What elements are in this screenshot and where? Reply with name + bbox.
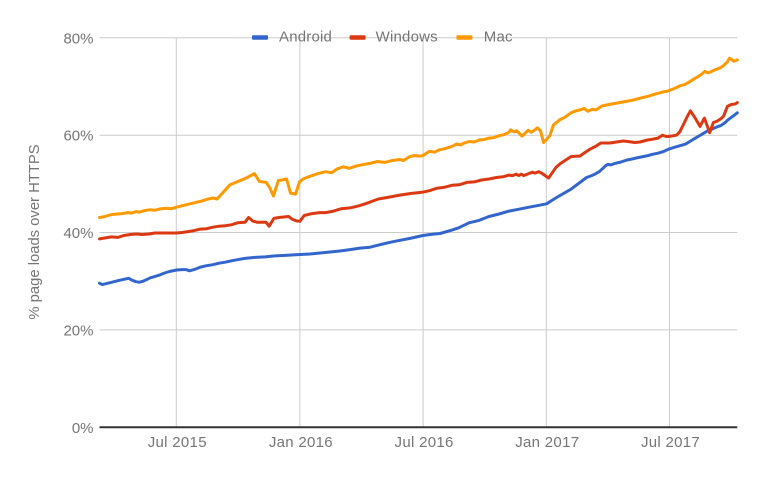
svg-text:Windows: Windows: [376, 29, 438, 46]
svg-text:% page loads over HTTPS: % page loads over HTTPS: [27, 144, 43, 319]
svg-text:80%: 80%: [63, 30, 93, 47]
svg-text:40%: 40%: [63, 225, 93, 242]
svg-text:20%: 20%: [63, 322, 93, 339]
svg-text:Jul 2015: Jul 2015: [148, 434, 207, 451]
svg-text:Jan 2016: Jan 2016: [269, 434, 333, 451]
svg-text:Jul 2016: Jul 2016: [395, 434, 454, 451]
svg-text:Mac: Mac: [484, 29, 513, 46]
svg-text:60%: 60%: [63, 128, 93, 145]
svg-text:Android: Android: [279, 29, 332, 46]
svg-text:Jul 2017: Jul 2017: [641, 434, 700, 451]
svg-text:0%: 0%: [72, 420, 94, 437]
svg-text:Jan 2017: Jan 2017: [515, 434, 579, 451]
